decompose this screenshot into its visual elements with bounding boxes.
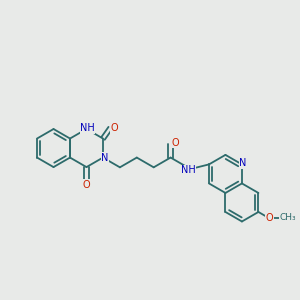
- Text: O: O: [266, 213, 273, 223]
- Text: O: O: [110, 123, 118, 133]
- Text: N: N: [101, 153, 109, 163]
- Text: NH: NH: [80, 123, 95, 133]
- Text: NH: NH: [181, 165, 196, 175]
- Text: O: O: [83, 180, 90, 190]
- Text: CH₃: CH₃: [280, 213, 296, 222]
- Text: N: N: [239, 158, 247, 168]
- Text: O: O: [172, 138, 179, 148]
